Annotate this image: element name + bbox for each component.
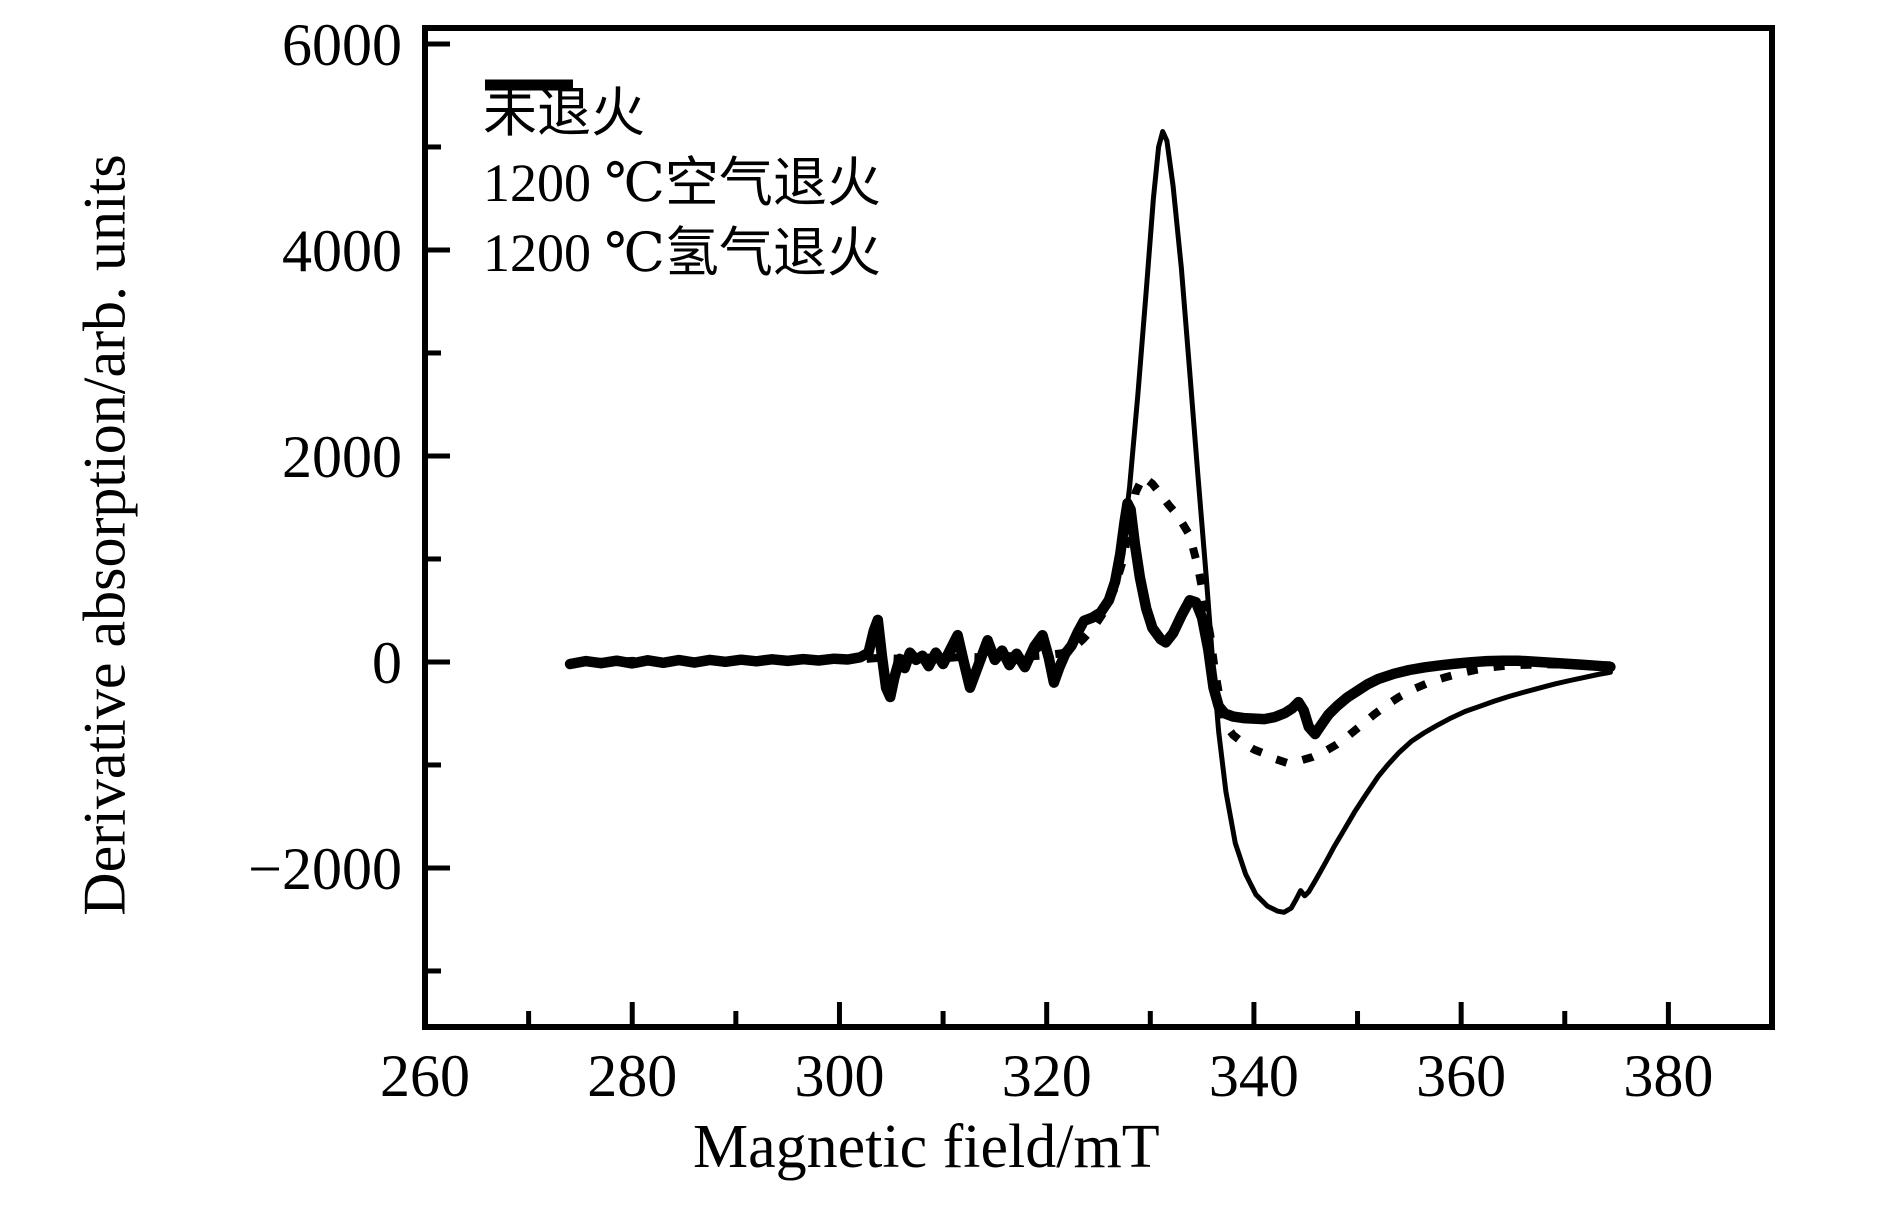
y-axis-title: Derivative absorption/arb. units [71,154,138,916]
x-tick-label: 360 [1416,1043,1506,1109]
y-tick-label: 2000 [282,424,402,490]
legend-label-unannealed: 未退火 [483,83,645,143]
x-tick-label: 340 [1209,1043,1299,1109]
x-tick-label: 260 [380,1043,470,1109]
legend-item-hydrogen-annealed: 1200 ℃氢气退火 [483,82,881,288]
series-unannealed [569,472,1611,767]
legend-label-air-annealed: 1200 ℃空气退火 [483,153,881,213]
legend-item-air-annealed: 1200 ℃空气退火 [483,79,881,218]
legend: 未退火 1200 ℃空气退火 1200 ℃氢气退火 [483,78,881,288]
y-tick-label: 6000 [282,12,402,78]
y-tick-label: 4000 [282,218,402,284]
x-tick-label: 380 [1623,1043,1713,1109]
x-axis-title: Magnetic field/mT [693,1113,1160,1181]
y-tick-label: −2000 [248,836,402,902]
plot-border [422,25,1775,1030]
y-tick-label: 0 [372,630,402,696]
thin-solid-line-sample [485,82,573,88]
legend-label-hydrogen-annealed: 1200 ℃氢气退火 [483,223,881,283]
x-tick-label: 320 [1002,1043,1092,1109]
x-tick-label: 300 [794,1043,884,1109]
x-tick-label: 280 [587,1043,677,1109]
